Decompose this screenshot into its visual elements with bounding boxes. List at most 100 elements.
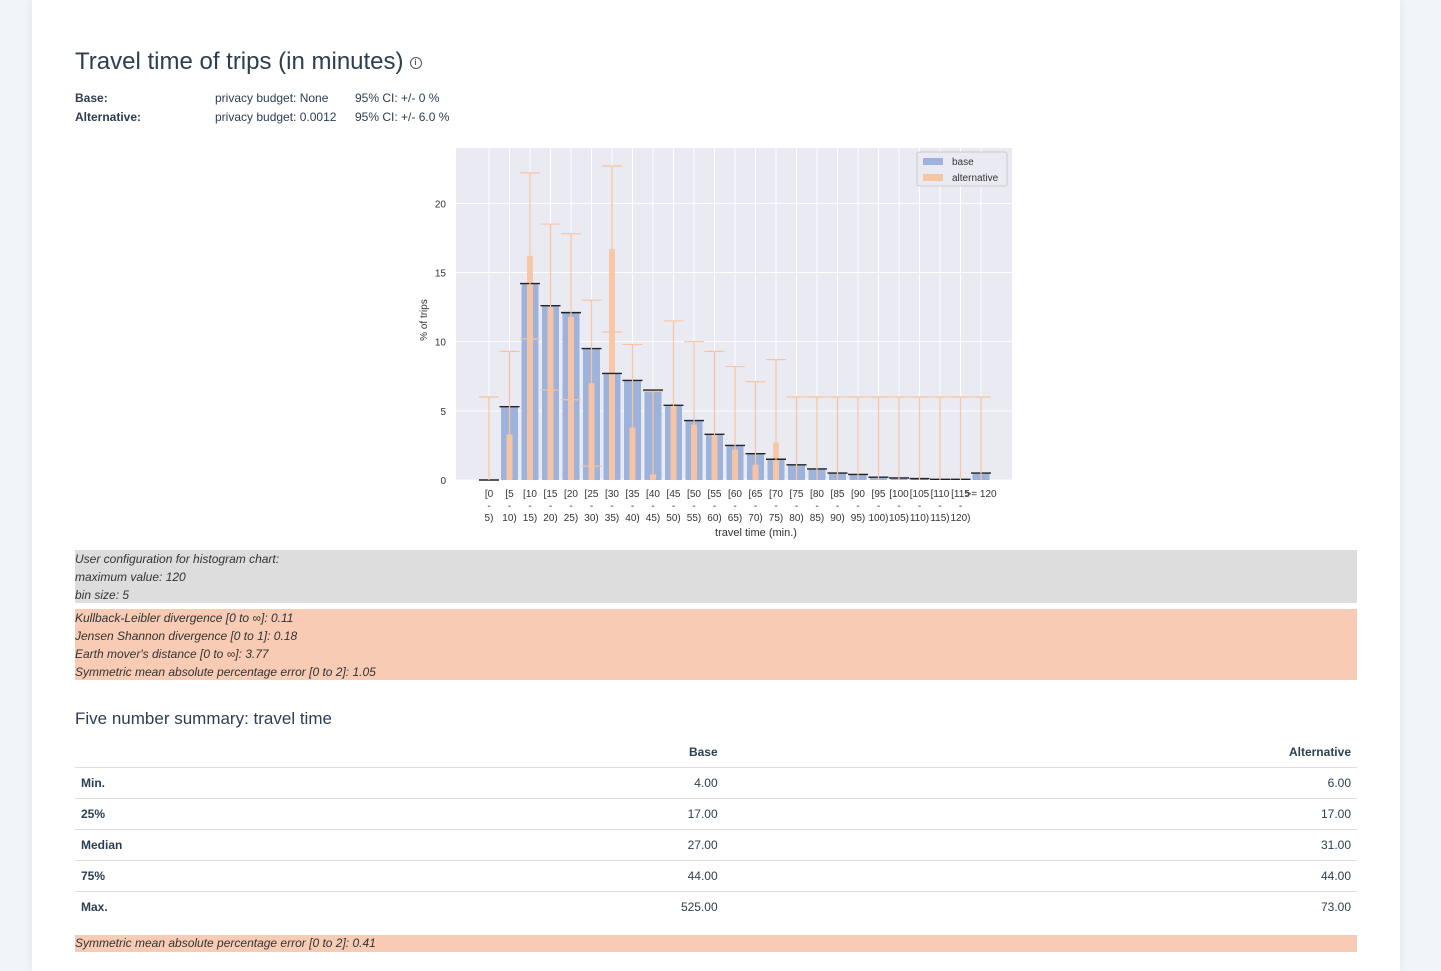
x-tick-label: 95)	[851, 513, 865, 524]
x-tick-label: [0	[485, 489, 494, 500]
x-tick-label: -	[733, 501, 736, 512]
x-tick-label: -	[856, 501, 859, 512]
table-row: Median 27.00 31.00	[75, 829, 1357, 861]
x-tick-label: 10)	[502, 513, 516, 524]
stat-label: Min.	[75, 767, 307, 799]
x-tick-label: -	[569, 501, 572, 512]
summary-smape-note: Symmetric mean absolute percentage error…	[75, 935, 1357, 952]
x-tick-label: 15)	[523, 513, 537, 524]
alternative-bar	[609, 248, 615, 480]
x-tick-label: -	[877, 501, 880, 512]
legend-swatch	[923, 158, 943, 165]
x-tick-label: [60	[728, 489, 742, 500]
table-row: Min. 4.00 6.00	[75, 767, 1357, 799]
legend-swatch	[923, 174, 943, 181]
x-tick-label: -	[754, 501, 757, 512]
base-value: 4.00	[307, 767, 724, 799]
privacy-meta: Base: privacy budget: None 95% CI: +/- 0…	[75, 91, 575, 129]
x-tick-label: -	[836, 501, 839, 512]
x-tick-label: [30	[605, 489, 619, 500]
x-tick-label: [25	[585, 489, 599, 500]
section-title: Five number summary: travel time	[75, 709, 332, 728]
stat-label: 25%	[75, 798, 307, 830]
stat-label: 75%	[75, 860, 307, 892]
legend-label: alternative	[952, 173, 999, 184]
x-tick-label: 100)	[868, 513, 888, 524]
alternative-value: 6.00	[723, 767, 1357, 799]
x-tick-label: -	[713, 501, 716, 512]
config-line: User configuration for histogram chart:	[75, 552, 280, 566]
alternative-value: 44.00	[723, 860, 1357, 892]
config-line: maximum value: 120	[75, 570, 186, 584]
x-tick-label: 70)	[748, 513, 762, 524]
meta-label: Alternative:	[75, 110, 142, 124]
x-tick-label: -	[528, 501, 531, 512]
x-tick-label: 75)	[769, 513, 783, 524]
x-tick-label: [115	[951, 489, 970, 500]
x-tick-label: 55)	[687, 513, 701, 524]
five-number-summary-table: Base Alternative Min. 4.00 6.00 25% 17.0…	[75, 736, 1357, 922]
table-row: 75% 44.00 44.00	[75, 860, 1357, 892]
x-tick-label: 120)	[950, 513, 970, 524]
x-tick-label: -	[508, 501, 511, 512]
x-tick-label: [20	[564, 489, 578, 500]
plot-area	[456, 148, 1012, 480]
x-tick-label: [55	[708, 489, 722, 500]
meta-budget: privacy budget: None	[215, 91, 329, 105]
x-tick-label: 65)	[728, 513, 742, 524]
y-tick-label: 20	[435, 199, 447, 210]
x-tick-label: -	[918, 501, 921, 512]
x-tick-label: [5	[505, 489, 514, 500]
x-tick-label: [15	[544, 489, 558, 500]
alternative-value: 31.00	[723, 829, 1357, 861]
x-tick-label: [45	[667, 489, 681, 500]
base-header: Base	[307, 736, 724, 768]
metric-line: Symmetric mean absolute percentage error…	[75, 665, 376, 679]
x-tick-label: 40)	[625, 513, 639, 524]
x-tick-label: -	[651, 501, 654, 512]
x-axis-label: travel time (min.)	[715, 527, 797, 539]
base-value: 525.00	[680, 900, 718, 914]
x-tick-label: 25)	[564, 513, 578, 524]
stat-label: Median	[75, 829, 307, 861]
x-tick-label: -	[631, 501, 634, 512]
meta-ci: 95% CI: +/- 0 %	[355, 91, 440, 105]
x-tick-label: -	[795, 501, 798, 512]
x-tick-label: -	[959, 501, 962, 512]
alternative-header: Alternative	[723, 736, 1357, 768]
x-tick-label: [35	[626, 489, 640, 500]
alternative-value: 73.00	[1320, 900, 1351, 914]
base-value: 17.00	[307, 798, 724, 830]
x-tick-label: [105	[910, 489, 930, 500]
base-value: 44.00	[307, 860, 724, 892]
x-tick-label: >= 120	[965, 489, 997, 500]
meta-row-alternative: Alternative: privacy budget: 0.0012 95% …	[75, 110, 575, 129]
metric-line: Earth mover's distance [0 to ∞]: 3.77	[75, 647, 269, 661]
meta-label: Base:	[75, 91, 108, 105]
y-tick-label: 10	[435, 338, 447, 349]
meta-budget: privacy budget: 0.0012	[215, 110, 337, 124]
x-tick-label: [50	[687, 489, 701, 500]
x-tick-label: -	[590, 501, 593, 512]
stat-header	[75, 736, 307, 768]
x-tick-label: 115)	[930, 513, 949, 524]
similarity-metrics: Kullback-Leibler divergence [0 to ∞]: 0.…	[75, 609, 1357, 680]
x-tick-label: 35)	[605, 513, 619, 524]
x-tick-label: [40	[646, 489, 660, 500]
x-tick-label: 60)	[707, 513, 721, 524]
x-tick-label: 85)	[810, 513, 824, 524]
alternative-bar	[547, 307, 554, 480]
x-tick-label: [85	[831, 489, 845, 500]
x-tick-label: -	[692, 501, 695, 512]
x-tick-label: -	[897, 501, 900, 512]
table-header-row: Base Alternative	[75, 736, 1357, 768]
travel-time-histogram: 05101520[0-5)[5-10)[10-15)[15-20)[20-25)…	[419, 148, 1012, 539]
stat-label: Max.	[81, 900, 108, 914]
x-tick-label: [10	[523, 489, 537, 500]
x-tick-label: 105)	[889, 513, 909, 524]
y-axis-label: % of trips	[419, 299, 430, 341]
info-icon[interactable]: i	[409, 56, 422, 69]
table-row: Max. 525.00 73.00	[75, 892, 1357, 923]
base-value: 27.00	[307, 829, 724, 861]
x-tick-label: -	[672, 501, 675, 512]
